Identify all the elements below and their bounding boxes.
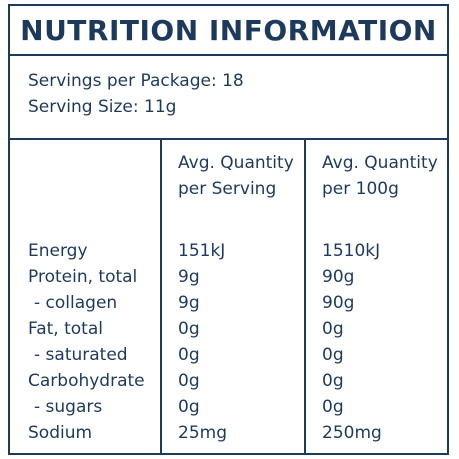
serving-size: Serving Size: 11g <box>28 97 177 117</box>
per-100g-value: 250mg <box>322 423 382 443</box>
per-serving-value: 0g <box>178 371 200 391</box>
nutrient-row: Carbohydrate 0g 0g <box>10 368 447 394</box>
nutrient-name: Energy <box>28 241 88 261</box>
per-100g-value: 90g <box>322 267 355 287</box>
nutrient-name: Fat, total <box>28 319 103 339</box>
per-serving-value: 0g <box>178 319 200 339</box>
per-100g-value: 90g <box>322 293 355 313</box>
per-100g-value: 1510kJ <box>322 241 381 261</box>
per-100g-value: 0g <box>322 397 344 417</box>
servings-section: Servings per Package: 18 Serving Size: 1… <box>10 56 447 140</box>
nutrient-row: Sodium 25mg 250mg <box>10 420 447 446</box>
column-header-line: Avg. Quantity <box>322 153 438 173</box>
per-serving-value: 0g <box>178 345 200 365</box>
per-serving-value: 151kJ <box>178 241 226 261</box>
per-serving-value: 0g <box>178 397 200 417</box>
column-header-line: per Serving <box>178 179 277 199</box>
per-100g-value: 0g <box>322 371 344 391</box>
per-serving-value: 9g <box>178 267 200 287</box>
column-header-line: Avg. Quantity <box>178 153 294 173</box>
nutrient-rows: Energy 151kJ 1510kJ Protein, total 9g 90… <box>10 238 447 446</box>
column-header-per-100g: Avg. Quantity per 100g <box>322 150 438 202</box>
per-serving-value: 25mg <box>178 423 227 443</box>
per-serving-value: 9g <box>178 293 200 313</box>
nutrient-row: - sugars 0g 0g <box>10 394 447 420</box>
column-divider-2 <box>304 140 306 453</box>
nutrient-name: Protein, total <box>28 267 138 287</box>
per-100g-value: 0g <box>322 345 344 365</box>
nutrient-name: Sodium <box>28 423 93 443</box>
nutrient-name: - sugars <box>34 397 103 417</box>
panel-title: NUTRITION INFORMATION <box>10 6 447 56</box>
nutrient-row: Protein, total 9g 90g <box>10 264 447 290</box>
nutrient-row: Energy 151kJ 1510kJ <box>10 238 447 264</box>
nutrient-name: - saturated <box>34 345 128 365</box>
per-100g-value: 0g <box>322 319 344 339</box>
column-header-per-serving: Avg. Quantity per Serving <box>178 150 294 202</box>
nutrient-row: - collagen 9g 90g <box>10 290 447 316</box>
nutrient-row: - saturated 0g 0g <box>10 342 447 368</box>
nutrient-name: - collagen <box>34 293 118 313</box>
nutrition-panel: NUTRITION INFORMATION Servings per Packa… <box>8 4 449 455</box>
servings-per-package: Servings per Package: 18 <box>28 71 244 91</box>
column-header-line: per 100g <box>322 179 399 199</box>
column-divider-1 <box>160 140 162 453</box>
nutrient-row: Fat, total 0g 0g <box>10 316 447 342</box>
nutrient-name: Carbohydrate <box>28 371 145 391</box>
